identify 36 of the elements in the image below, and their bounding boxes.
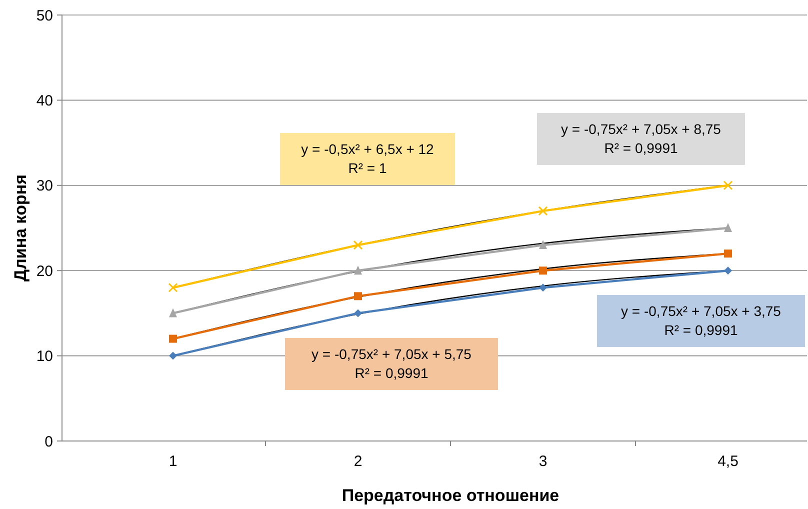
point <box>354 266 362 275</box>
equation-box: y = -0,75x² + 7,05x + 3,75 R² = 0,9991 <box>597 295 805 347</box>
y-tick-label: 20 <box>36 262 53 280</box>
point <box>353 240 363 250</box>
point <box>724 223 732 232</box>
y-tick-label: 50 <box>36 7 53 24</box>
equation-box: y = -0,75x² + 7,05x + 8,75 R² = 0,9991 <box>537 113 745 165</box>
annotation: y = -0,75x² + 7,05x + 5,75 R² = 0,9991 <box>312 346 472 381</box>
annotation: y = -0,5x² + 6,5x + 12 R² = 1 <box>301 141 434 176</box>
point <box>539 284 547 292</box>
y-tick-label: 10 <box>36 348 53 366</box>
point <box>169 308 177 318</box>
x-tick-label: 2 <box>354 453 362 470</box>
point <box>724 266 732 275</box>
annotation: y = -0,75x² + 7,05x + 3,75 R² = 0,9991 <box>621 303 782 338</box>
x-tick-label: 4,5 <box>718 453 738 470</box>
point <box>169 352 177 360</box>
equation-box: y = -0,75x² + 7,05x + 5,75 R² = 0,9991 <box>285 338 498 390</box>
y-tick-label: 0 <box>44 433 53 450</box>
y-tick-label: 30 <box>36 178 53 195</box>
point <box>539 240 547 250</box>
x-tick-label: 3 <box>538 453 548 470</box>
y-tick-label: 40 <box>36 92 53 110</box>
point <box>538 206 548 216</box>
point <box>168 282 178 292</box>
equation-box: y = -0,5x² + 6,5x + 12 R² = 1 <box>280 133 455 185</box>
point <box>354 292 362 300</box>
point <box>354 309 362 318</box>
point <box>723 180 733 190</box>
point <box>539 266 547 275</box>
y-axis-title: Длина корня <box>11 174 30 282</box>
point <box>724 250 732 258</box>
x-tick-label: 1 <box>168 453 178 470</box>
annotation: y = -0,75x² + 7,05x + 8,75 R² = 0,9991 <box>561 121 722 156</box>
point <box>169 334 177 343</box>
x-axis-title: Передаточное отношение <box>342 486 560 505</box>
